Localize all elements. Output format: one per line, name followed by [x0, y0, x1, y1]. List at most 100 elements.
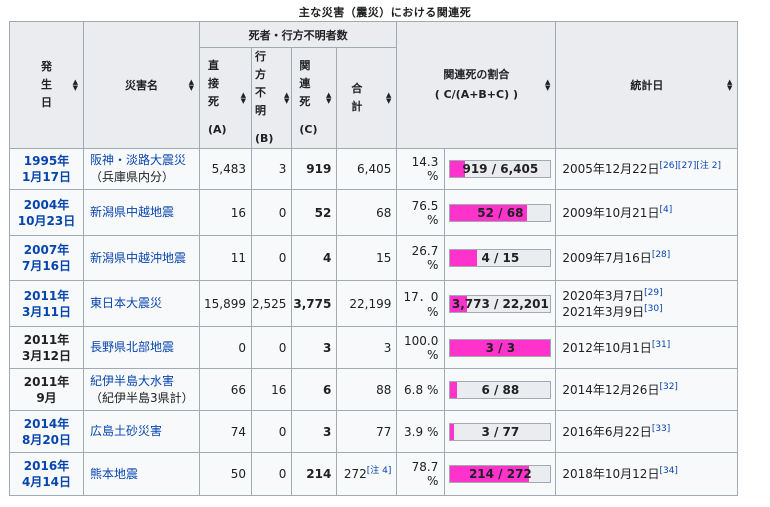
cell-missing: 0 — [250, 326, 293, 369]
cell-total: 272[注 4] — [336, 452, 398, 496]
cell-date[interactable]: 2014年 8月20日 — [9, 410, 84, 453]
total-value: 88 — [376, 382, 392, 397]
note-ref[interactable]: [注 4] — [366, 466, 392, 476]
ratio-bar-label: 3,773 / 22,201 — [451, 296, 549, 311]
date-link[interactable]: 2014年 8月20日 — [10, 416, 83, 448]
disaster-link[interactable]: 阪神・淡路大震災 — [90, 153, 187, 167]
header-char: 発 — [41, 60, 52, 73]
reference-links[interactable]: [32] — [659, 381, 678, 392]
ratio-bar: 3 / 77 — [449, 422, 552, 441]
col-header-ratio[interactable]: 関連死の割合 ( C/(A+B+C) ) ▲ ▼ — [396, 21, 557, 149]
related-value: 214 — [306, 467, 332, 481]
cell-name: 新潟県中越沖地震 — [83, 235, 200, 281]
statdate-value: 2016年6月22日 — [562, 424, 652, 439]
cell-direct: 74 — [199, 410, 252, 453]
sort-icon[interactable]: ▲ ▼ — [726, 78, 733, 92]
cell-date[interactable]: 2016年 4月14日 — [9, 452, 84, 496]
cell-statdate: 2009年7月16日[28] — [555, 235, 739, 281]
date-link[interactable]: 2016年 4月14日 — [10, 458, 83, 490]
date-link[interactable]: 2004年 10月23日 — [10, 197, 83, 229]
header-char: 行 — [255, 50, 266, 63]
cell-ratio-bar: 4 / 15 — [444, 235, 557, 281]
header-char: (A) — [208, 123, 227, 136]
total-value: 77 — [376, 424, 392, 439]
ratio-bar-fill — [450, 295, 468, 312]
col-header-statdate[interactable]: 統計日 ▲ ▼ — [555, 21, 739, 149]
statdate-line: 2009年10月21日[4] — [562, 205, 737, 221]
disaster-link[interactable]: 広島土砂災害 — [90, 424, 163, 438]
header-char: 日 — [41, 96, 52, 109]
disaster-link[interactable]: 熊本地震 — [90, 466, 139, 481]
reference-links[interactable]: [34] — [659, 466, 678, 476]
sort-icon[interactable]: ▲ ▼ — [188, 78, 194, 92]
reference-links[interactable]: [28] — [651, 250, 671, 260]
date-day: 4月14日 — [21, 475, 72, 489]
date-day: 7月16日 — [21, 259, 72, 273]
cell-percent: 78.7 % — [396, 452, 446, 496]
total-value: 3 — [383, 340, 392, 355]
table-row: 2011年 9月 紀伊半島大水害 （紀伊半島3県計） 66 16 6 88 6.8 % 6 / 8… — [9, 368, 739, 411]
reference-links[interactable]: [33] — [651, 423, 671, 434]
reference-links[interactable]: [31] — [651, 339, 671, 350]
ratio-bar-fill — [450, 381, 458, 398]
sort-icon[interactable]: ▲ ▼ — [385, 91, 392, 105]
cell-total: 68 — [336, 189, 398, 236]
cell-direct: 15,899 — [199, 280, 252, 327]
ratio-bar: 214 / 272 — [449, 465, 552, 483]
cell-related: 214 — [291, 452, 338, 496]
date-link[interactable]: 2011年 3月11日 — [10, 288, 83, 320]
date-link[interactable]: 1995年 1月17日 — [10, 153, 83, 185]
cell-ratio-bar: 3 / 3 — [444, 326, 557, 369]
table-row: 2014年 8月20日 広島土砂災害 74 0 3 77 3.9 % 3 / 77 2016年6月… — [9, 410, 739, 453]
sort-icon[interactable]: ▲ ▼ — [325, 91, 332, 105]
col-header-name[interactable]: 災害名 ▲ ▼ — [83, 21, 200, 149]
col-header-total[interactable]: 合計 ▲ ▼ — [336, 47, 398, 149]
reference-links[interactable]: [30] — [644, 303, 663, 314]
cell-missing: 16 — [250, 368, 293, 411]
related-value: 6 — [323, 382, 332, 397]
cell-direct: 16 — [199, 189, 252, 236]
cell-date[interactable]: 1995年 1月17日 — [9, 148, 84, 190]
sort-icon[interactable]: ▲ ▼ — [283, 91, 290, 105]
reference-links[interactable]: [29] — [644, 287, 663, 298]
cell-name: 長野県北部地震 — [83, 326, 200, 369]
cell-related: 3,775 — [291, 280, 338, 327]
disaster-link[interactable]: 新潟県中越地震 — [90, 205, 175, 219]
col-header-date[interactable]: 発生日 ▲ ▼ — [9, 21, 84, 149]
col-header-direct[interactable]: 直接死 (A) ▲ ▼ — [199, 47, 252, 149]
date-year: 2011年 — [23, 288, 70, 303]
disaster-link[interactable]: 東日本大震災 — [90, 296, 163, 310]
reference-links[interactable]: [26][27][注 2] — [659, 161, 722, 171]
table-row: 2007年 7月16日 新潟県中越沖地震 11 0 4 15 26.7 % 4 / 15 2009… — [9, 235, 739, 281]
header-char: 直 — [208, 59, 219, 72]
col-header-related[interactable]: 関連死 (C) ▲ ▼ — [291, 47, 338, 149]
col-header-missing[interactable]: 行方不明 (B) ▲ ▼ — [250, 47, 293, 149]
disaster-link[interactable]: 紀伊半島大水害 — [90, 373, 175, 388]
sort-icon[interactable]: ▲ ▼ — [72, 78, 78, 92]
cell-date[interactable]: 2007年 7月16日 — [9, 235, 84, 281]
date-year: 2011年 — [23, 332, 70, 347]
cell-total: 15 — [336, 235, 398, 281]
cell-percent: 100.0 % — [396, 326, 446, 369]
cell-date[interactable]: 2011年 3月11日 — [9, 280, 84, 327]
disaster-link[interactable]: 新潟県中越沖地震 — [90, 250, 187, 265]
total-value: 68 — [376, 205, 392, 220]
sort-icon[interactable]: ▲ ▼ — [544, 78, 551, 92]
date-day: 10月23日 — [17, 213, 76, 228]
cell-total: 77 — [336, 410, 398, 453]
cell-statdate: 2016年6月22日[33] — [555, 410, 739, 453]
ratio-bar-label: 52 / 68 — [477, 205, 524, 220]
date-text: 2011年 9月 — [10, 374, 83, 406]
reference-links[interactable]: [4] — [659, 204, 673, 215]
cell-date[interactable]: 2004年 10月23日 — [9, 189, 84, 236]
disaster-subnote: （紀伊半島3県計） — [90, 390, 194, 405]
ratio-bar: 3,773 / 22,201 — [449, 294, 552, 313]
statdate-value: 2005年12月22日 — [562, 162, 660, 176]
statdate-value: 2009年7月16日 — [562, 251, 652, 265]
cell-statdate: 2005年12月22日[26][27][注 2] — [555, 148, 739, 190]
total-value: 15 — [376, 251, 392, 265]
date-link[interactable]: 2007年 7月16日 — [10, 242, 83, 274]
sort-icon[interactable]: ▲ ▼ — [240, 91, 246, 105]
disaster-link[interactable]: 長野県北部地震 — [90, 340, 175, 354]
